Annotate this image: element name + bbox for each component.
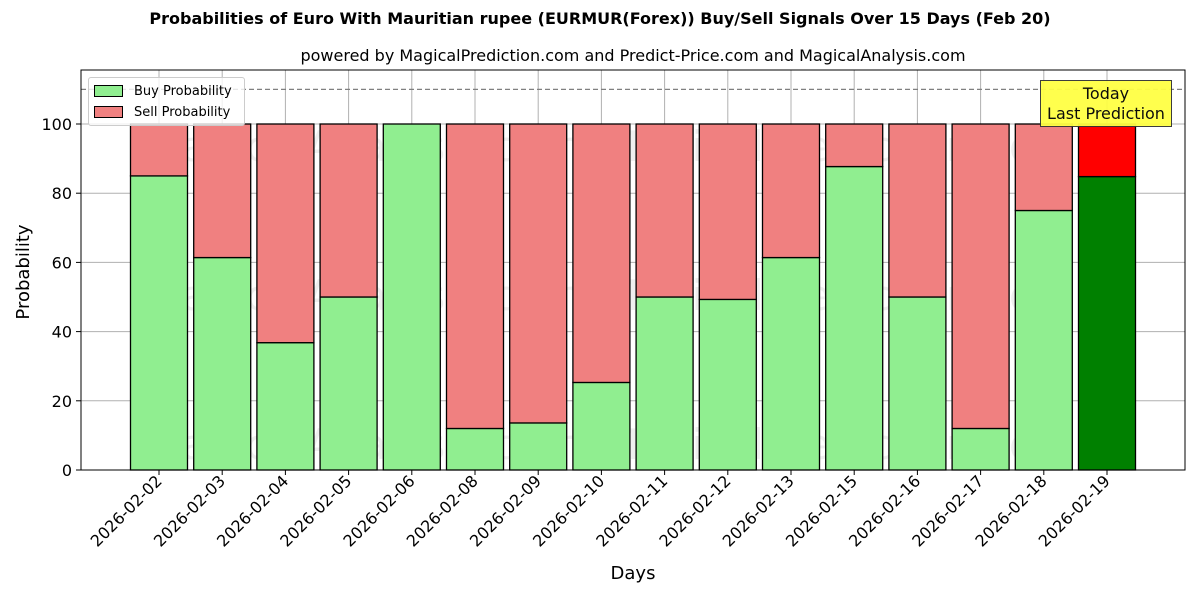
sell-swatch-icon xyxy=(94,106,123,118)
buy-bar xyxy=(256,342,315,471)
sell-bar xyxy=(951,123,1010,430)
legend: Buy Probability Sell Probability xyxy=(88,77,245,126)
sell-bar xyxy=(256,123,315,344)
buy-bar xyxy=(1077,175,1137,471)
y-tick-label: 0 xyxy=(62,461,72,480)
today-annotation: Today Last Prediction xyxy=(1040,80,1172,127)
buy-swatch-icon xyxy=(94,85,123,97)
x-axis-ticks: 2026-02-022026-02-032026-02-042026-02-05… xyxy=(87,470,1114,551)
sell-bar xyxy=(1077,123,1137,178)
buy-bar xyxy=(572,381,631,471)
sell-bar xyxy=(572,123,631,384)
sell-bar xyxy=(635,123,694,298)
chart-subtitle: powered by MagicalPrediction.com and Pre… xyxy=(300,46,966,65)
y-tick-label: 60 xyxy=(52,253,72,272)
sell-bar xyxy=(509,123,568,424)
buy-bar xyxy=(1014,209,1073,471)
annotation-line-1: Today xyxy=(1082,84,1130,103)
plot-frame xyxy=(80,69,1186,471)
buy-bar xyxy=(193,256,252,471)
sell-bar xyxy=(1014,123,1073,212)
buy-bar xyxy=(825,165,884,471)
legend-sell-label: Sell Probability xyxy=(134,104,231,120)
buy-bar xyxy=(129,175,189,471)
y-tick-label: 100 xyxy=(41,115,72,134)
buy-bar xyxy=(509,422,568,471)
buy-bar xyxy=(382,123,441,471)
legend-item-sell: Sell Probability xyxy=(94,104,230,120)
sell-bar xyxy=(698,123,757,301)
chart-title: Probabilities of Euro With Mauritian rup… xyxy=(149,9,1051,28)
buy-bar xyxy=(761,256,821,471)
y-tick-label: 80 xyxy=(52,184,72,203)
bars xyxy=(129,123,1137,471)
x-axis-label: Days xyxy=(610,563,656,584)
sell-bar xyxy=(193,123,252,259)
buy-bar xyxy=(888,296,947,471)
y-tick-label: 40 xyxy=(52,323,72,342)
y-axis-label: Probability xyxy=(13,224,34,320)
y-tick-label: 20 xyxy=(52,392,72,411)
sell-bar xyxy=(825,123,884,168)
buy-bar xyxy=(445,427,505,471)
y-axis-ticks: 0 20 40 60 80 100 xyxy=(41,115,81,480)
buy-bar xyxy=(635,296,694,471)
legend-item-buy: Buy Probability xyxy=(94,83,232,99)
buy-bar xyxy=(319,296,378,471)
buy-bar xyxy=(951,427,1010,471)
sell-bar xyxy=(319,123,378,298)
sell-bar xyxy=(445,123,505,430)
sell-bar xyxy=(129,123,189,177)
sell-bar xyxy=(888,123,947,298)
sell-bar xyxy=(761,123,821,259)
buy-bar xyxy=(698,298,757,471)
legend-buy-label: Buy Probability xyxy=(134,83,232,99)
annotation-line-2: Last Prediction xyxy=(1047,104,1165,123)
